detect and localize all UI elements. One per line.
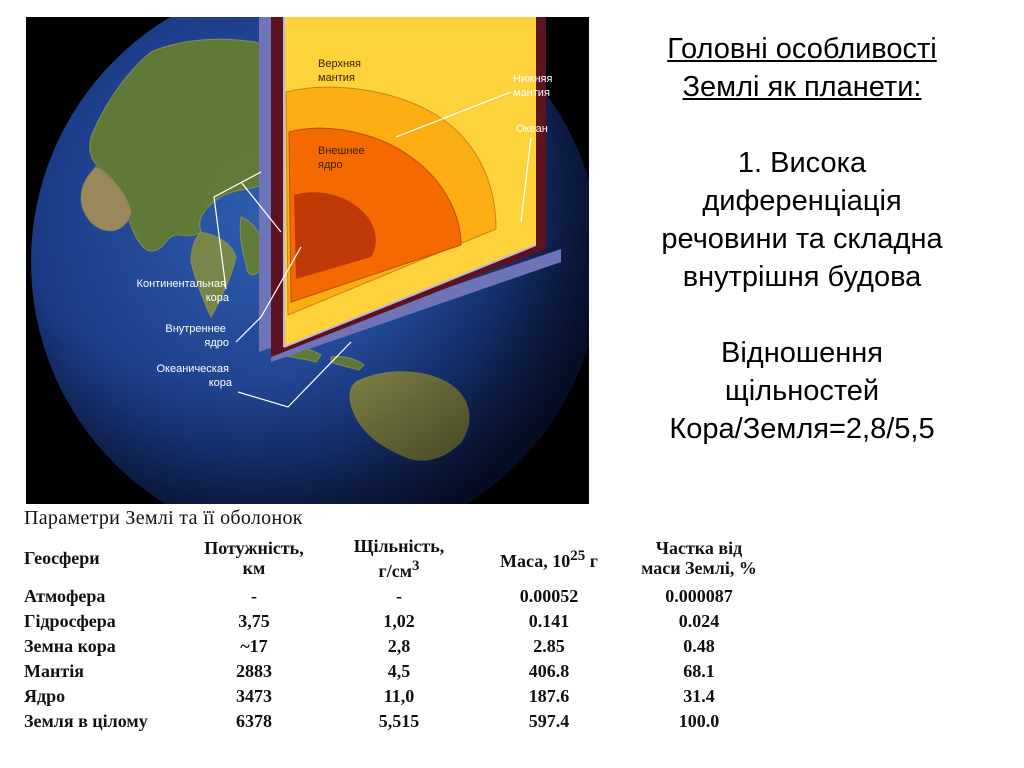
cell-share: 0.48 [683, 636, 715, 656]
cell-name: Мантія [24, 661, 84, 681]
leader-lines [213, 91, 532, 408]
cell-thickness: - [251, 586, 257, 606]
table-caption: Параметри Землі та її оболонок [24, 507, 303, 529]
cell-thickness: 3473 [236, 686, 272, 706]
cell-density: 2,8 [387, 636, 411, 656]
label-inner-core: Внутреннее ядро [165, 323, 229, 349]
cell-thickness: ~17 [240, 636, 268, 656]
cell-share: 0.000087 [665, 586, 733, 606]
earth-parameters-table: Параметри Землі та її оболонок Геосфери … [24, 507, 814, 734]
cell-thickness: 3,75 [238, 611, 270, 631]
table-row: Мантія 2883 4,5 406.8 68.1 [24, 659, 779, 684]
cell-name: Атмофера [24, 586, 106, 606]
cell-name: Земна кора [24, 636, 116, 656]
point-line-1: 1. Висока [737, 147, 867, 179]
cell-mass: 187.6 [528, 686, 570, 706]
cell-density: 4,5 [387, 661, 411, 681]
cell-name: Земля в цілому [24, 711, 148, 731]
cell-share: 68.1 [683, 661, 715, 681]
slide-text-block: Головні особливості Землі як планети: 1.… [600, 30, 1004, 448]
label-continental-crust: Континентальная кора [137, 278, 230, 304]
cell-mass: 0.141 [528, 611, 570, 631]
point-line-2: диференціація [702, 185, 902, 217]
cell-density: - [396, 586, 402, 606]
cell-mass: 0.00052 [519, 586, 579, 606]
table-row: Земна кора ~17 2,8 2.85 0.48 [24, 634, 779, 659]
table-row: Ядро 3473 11,0 187.6 31.4 [24, 684, 779, 709]
cell-name: Ядро [24, 686, 66, 706]
cell-share: 31.4 [683, 686, 715, 706]
ratio-line-3: Кора/Земля=2,8/5,5 [669, 413, 935, 445]
point-line-4: внутрішня будова [682, 261, 922, 293]
cell-mass: 2.85 [533, 636, 565, 656]
slide-title-line-1: Головні особливості [667, 33, 937, 65]
slide-title-line-2: Землі як планети: [682, 71, 922, 103]
table-header-row: Геосфери Потужність, км Щільність, г/см3… [24, 532, 779, 584]
header-share: Частка від маси Землі, % [641, 538, 757, 578]
table-row: Гідросфера 3,75 1,02 0.141 0.024 [24, 609, 779, 634]
header-geosphere: Геосфери [24, 548, 100, 568]
cell-thickness: 2883 [236, 661, 272, 681]
cell-mass: 597.4 [528, 711, 570, 731]
ratio-line-2: щільностей [724, 375, 880, 407]
earth-cutaway-svg: Верхняя мантия Внешнее ядро Нижняя манти… [31, 17, 589, 504]
label-upper-mantle: Верхняя мантия [318, 58, 364, 84]
cut-edge-side [259, 17, 561, 362]
table-row: Атмофера - - 0.00052 0.000087 [24, 584, 779, 609]
header-density: Щільність, г/см3 [353, 535, 445, 581]
cell-density: 5,515 [378, 711, 420, 731]
header-mass: Маса, 1025 г [500, 547, 598, 571]
label-ocean: Океан [516, 123, 548, 135]
cell-density: 1,02 [383, 611, 415, 631]
earth-cutaway-figure: Верхняя мантия Внешнее ядро Нижняя манти… [26, 17, 589, 504]
cell-density: 11,0 [383, 686, 415, 706]
label-oceanic-crust: Океаническая кора [157, 363, 233, 389]
table-row: Земля в цілому 6378 5,515 597.4 100.0 [24, 709, 779, 734]
cell-share: 0.024 [678, 611, 720, 631]
cell-name: Гідросфера [24, 611, 116, 631]
ratio-line-1: Відношення [721, 337, 883, 369]
cell-mass: 406.8 [528, 661, 570, 681]
cell-share: 100.0 [678, 711, 720, 731]
inner-core-layer [294, 192, 376, 279]
label-outer-core: Внешнее ядро [318, 145, 368, 171]
cutaway-wedge [259, 17, 561, 362]
cell-thickness: 6378 [236, 711, 272, 731]
parameters-grid: Геосфери Потужність, км Щільність, г/см3… [24, 532, 779, 734]
header-thickness: Потужність, км [204, 538, 304, 578]
point-line-3: речовини та складна [661, 223, 943, 255]
label-lower-mantle: Нижняя мантия [513, 73, 556, 99]
